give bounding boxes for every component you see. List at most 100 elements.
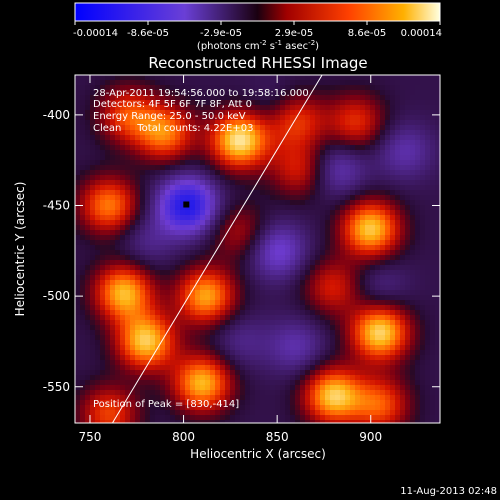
heatmap-cell [290,100,295,105]
heatmap-cell [170,205,175,210]
heatmap-cell [220,385,225,390]
heatmap-cell [165,405,170,410]
heatmap-cell [245,250,250,255]
heatmap-cell [290,220,295,225]
heatmap-cell [180,280,185,285]
heatmap-cell [280,110,285,115]
heatmap-cell [80,75,85,80]
heatmap-cell [215,120,220,125]
heatmap-cell [290,180,295,185]
heatmap-cell [255,305,260,310]
heatmap-cell [75,125,80,130]
heatmap-cell [280,80,285,85]
heatmap-cell [140,310,145,315]
heatmap-cell [265,305,270,310]
heatmap-cell [210,385,215,390]
heatmap-cell [230,280,235,285]
heatmap-cell [225,325,230,330]
heatmap-cell [305,210,310,215]
heatmap-cell [180,250,185,255]
heatmap-cell [120,240,125,245]
heatmap-cell [250,385,255,390]
heatmap-cell [195,245,200,250]
heatmap-cell [115,125,120,130]
heatmap-cell [350,195,355,200]
heatmap-cell [305,240,310,245]
heatmap-cell [85,245,90,250]
heatmap-cell [120,385,125,390]
heatmap-cell [150,190,155,195]
heatmap-cell [360,385,365,390]
heatmap-cell [390,100,395,105]
heatmap-cell [330,100,335,105]
heatmap-cell [245,100,250,105]
heatmap-cell [430,100,435,105]
heatmap-cell [365,270,370,275]
heatmap-cell [220,265,225,270]
heatmap-cell [145,145,150,150]
heatmap-cell [405,400,410,405]
heatmap-cell [365,310,370,315]
heatmap-cell [145,230,150,235]
heatmap-cell [140,355,145,360]
heatmap-cell [200,215,205,220]
heatmap-cell [340,285,345,290]
heatmap-cell [140,375,145,380]
heatmap-cell [355,200,360,205]
heatmap-cell [240,130,245,135]
heatmap-cell [135,170,140,175]
heatmap-cell [240,90,245,95]
heatmap-cell [280,145,285,150]
heatmap-cell [285,75,290,80]
heatmap-cell [305,75,310,80]
heatmap-cell [265,125,270,130]
heatmap-cell [135,185,140,190]
heatmap-cell [375,125,380,130]
heatmap-cell [170,80,175,85]
heatmap-cell [290,360,295,365]
heatmap-cell [380,120,385,125]
heatmap-cell [140,200,145,205]
heatmap-cell [405,380,410,385]
heatmap-cell [95,385,100,390]
heatmap-cell [125,360,130,365]
heatmap-cell [105,245,110,250]
heatmap-cell [220,250,225,255]
heatmap-cell [170,210,175,215]
heatmap-cell [130,75,135,80]
heatmap-cell [195,205,200,210]
heatmap-cell [280,265,285,270]
heatmap-cell [410,145,415,150]
heatmap-cell [110,130,115,135]
heatmap-cell [390,380,395,385]
heatmap-cell [395,135,400,140]
heatmap-cell [90,275,95,280]
heatmap-cell [150,420,155,423]
heatmap-cell [380,375,385,380]
heatmap-cell [185,400,190,405]
heatmap-cell [360,175,365,180]
heatmap-cell [305,290,310,295]
heatmap-cell [215,145,220,150]
heatmap-cell [100,175,105,180]
heatmap-cell [115,370,120,375]
heatmap-cell [275,150,280,155]
heatmap-cell [335,395,340,400]
heatmap-cell [135,330,140,335]
heatmap-cell [380,130,385,135]
heatmap-cell [200,390,205,395]
heatmap-cell [275,380,280,385]
heatmap-cell [385,400,390,405]
heatmap-cell [75,335,80,340]
heatmap-cell [360,120,365,125]
heatmap-cell [110,420,115,423]
heatmap-cell [230,175,235,180]
heatmap-cell [295,315,300,320]
heatmap-cell [215,235,220,240]
heatmap-cell [410,270,415,275]
heatmap-cell [310,285,315,290]
heatmap-cell [290,365,295,370]
heatmap-cell [205,90,210,95]
heatmap-cell [415,165,420,170]
heatmap-cell [110,415,115,420]
